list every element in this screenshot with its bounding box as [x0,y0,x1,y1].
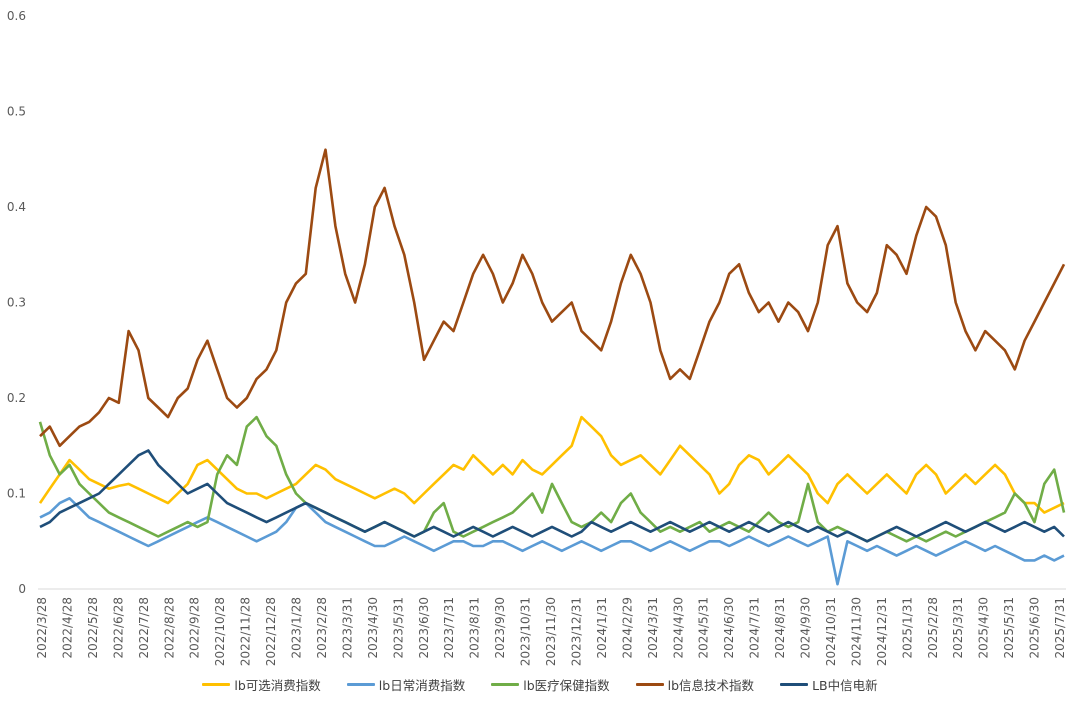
x-tick-label: 2022/7/28 [137,597,151,659]
x-tick-label: 2024/3/31 [646,597,660,659]
x-tick-label: 2023/7/31 [442,597,456,659]
x-tick-label: 2025/1/31 [900,597,914,659]
legend-label: lb信息技术指数 [667,677,755,693]
legend-label: lb可选消费指数 [234,677,321,693]
x-tick-label: 2023/2/28 [315,597,329,659]
y-tick-label: 0.3 [7,296,26,310]
x-tick-label: 2023/11/30 [544,597,558,666]
x-tick-label: 2024/9/30 [799,597,813,659]
x-tick-label: 2024/4/30 [671,597,685,659]
x-tick-label: 2022/5/28 [86,597,100,659]
y-tick-label: 0.5 [7,105,26,119]
legend-swatch [635,682,664,686]
legend-item: lb医疗保健指数 [491,675,610,694]
y-tick-label: 0.6 [7,9,26,23]
legend-item: LB中信电新 [780,675,878,694]
x-tick-label: 2022/8/28 [162,597,176,659]
y-tick-label: 0.4 [7,200,26,214]
line-chart: 00.10.20.30.40.50.6 2022/3/28 2022/4/28 20… [7,9,1067,666]
x-tick-label: 2025/7/31 [1053,597,1067,659]
x-tick-label: 2024/2/29 [620,597,634,659]
x-tick-label: 2025/2/28 [926,597,940,659]
x-tick-label: 2024/5/31 [697,597,711,659]
series-line [38,415,1066,543]
x-tick-label: 2025/6/30 [1028,597,1042,659]
x-tick-label: 2024/11/30 [849,597,863,666]
legend-item: lb日常消费指数 [346,675,466,694]
x-tick-label: 2023/5/31 [391,597,405,659]
x-tick-label: 2024/6/30 [722,597,736,659]
x-tick-label: 2024/12/31 [875,597,889,666]
y-tick-label: 0 [18,582,26,596]
legend-item: lb信息技术指数 [635,675,755,694]
x-tick-label: 2023/1/28 [290,597,304,659]
x-tick-label: 2023/9/30 [493,597,507,659]
x-tick-label: 2022/9/28 [188,597,202,659]
x-tick-label: 2022/11/28 [239,597,253,666]
legend-swatch [780,682,809,686]
series-line [39,449,1065,543]
x-tick-label: 2023/12/31 [569,597,583,666]
x-tick-label: 2022/3/28 [35,597,49,659]
x-tick-label: 2024/10/31 [824,597,838,666]
series-line [39,148,1066,448]
legend-item: lb可选消费指数 [202,675,321,694]
x-tick-label: 2023/3/31 [340,597,354,659]
plot-area [38,148,1066,586]
x-tick-label: 2024/1/31 [595,597,609,659]
x-tick-label: 2024/7/31 [748,597,762,659]
series-line [39,497,1065,586]
legend-swatch [491,682,520,686]
series-line [38,415,1065,514]
legend-label: LB中信电新 [812,677,878,693]
y-tick-label: 0.2 [7,391,26,405]
x-axis: 2022/3/28 2022/4/28 2022/5/28 2022/6/28 2022… [35,588,1067,666]
legend-label: lb医疗保健指数 [523,677,610,693]
x-tick-label: 2023/10/31 [519,597,533,666]
y-tick-label: 0.1 [7,487,26,501]
x-tick-label: 2024/8/31 [773,597,787,659]
x-tick-label: 2025/3/31 [951,597,965,659]
x-tick-label: 2023/8/31 [468,597,482,659]
y-axis: 0 0.1 0.2 0.3 0.4 0.5 0.6 [7,9,26,596]
x-tick-label: 2025/4/30 [977,597,991,659]
x-tick-label: 2022/6/28 [111,597,125,659]
x-tick-label: 2023/4/30 [366,597,380,659]
legend: lb可选消费指数 lb日常消费指数 lb医疗保健指数 lb信息技术指数 LB中信电新 [0,674,1080,694]
x-tick-label: 2022/10/28 [213,597,227,666]
x-tick-label: 2025/5/31 [1002,597,1016,659]
x-tick-label: 2023/6/30 [417,597,431,659]
legend-swatch [346,682,375,686]
x-tick-label: 2022/4/28 [60,597,74,659]
legend-label: lb日常消费指数 [378,677,466,693]
legend-swatch [202,682,231,686]
x-tick-label: 2022/12/28 [264,597,278,666]
